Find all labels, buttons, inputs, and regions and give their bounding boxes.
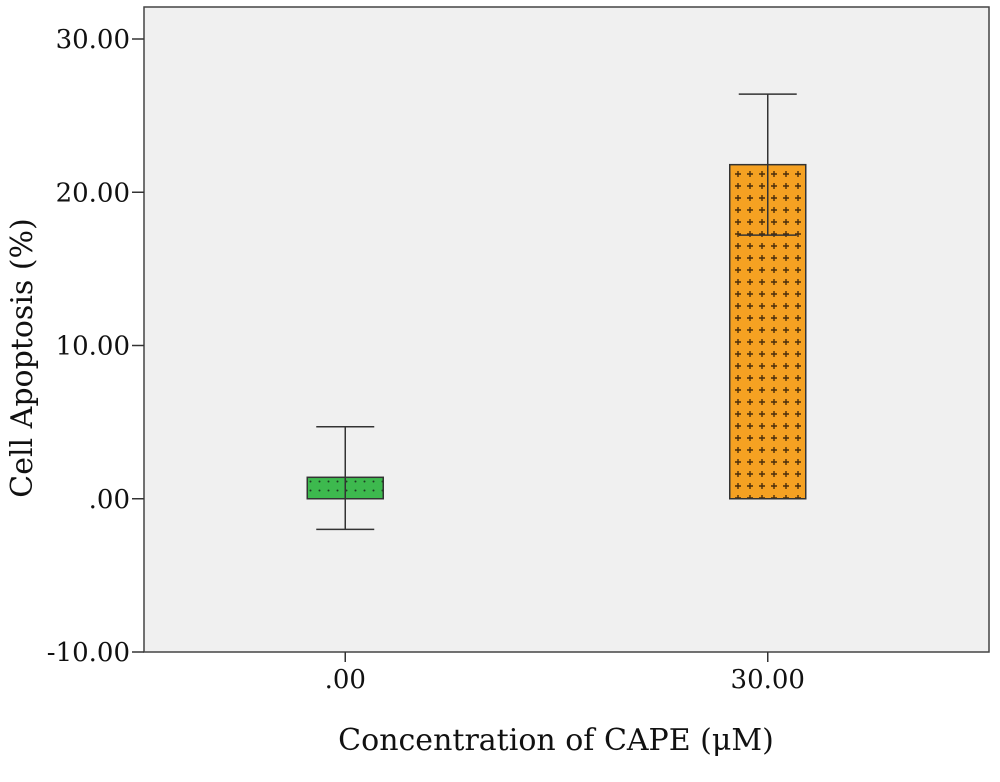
x-axis: .00 30.00 [325, 652, 805, 695]
x-axis-title: Concentration of CAPE (μM) [338, 723, 774, 758]
y-axis: 30.00 20.00 10.00 .00 -10.00 [47, 25, 144, 668]
y-axis-title: Cell Apoptosis (%) [5, 218, 40, 498]
plot-area [143, 6, 990, 653]
y-tick-label: 30.00 [56, 25, 130, 55]
x-tick-label: .00 [325, 665, 366, 695]
x-tick-label: 30.00 [731, 665, 805, 695]
y-tick-label: 10.00 [56, 332, 130, 362]
y-tick-label: 20.00 [56, 178, 130, 208]
y-tick-label: -10.00 [47, 638, 130, 668]
error-bars [316, 93, 797, 531]
y-tick-label: .00 [89, 485, 130, 515]
